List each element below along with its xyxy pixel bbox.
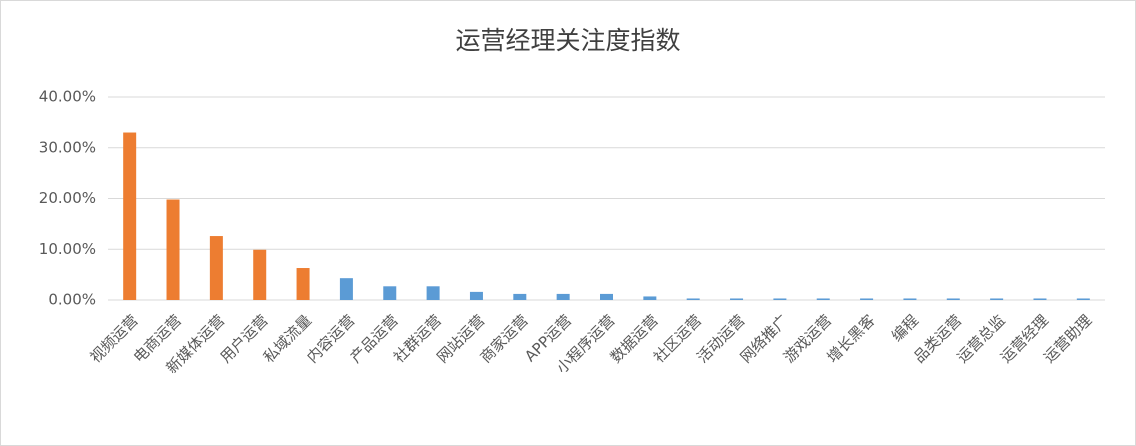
bar xyxy=(426,286,440,300)
bar xyxy=(1033,298,1047,300)
bar xyxy=(296,268,310,300)
bar xyxy=(730,298,744,300)
bar xyxy=(990,298,1004,300)
y-tick-label: 10.00% xyxy=(39,240,96,258)
bar xyxy=(860,298,874,300)
bar xyxy=(903,298,917,300)
bar xyxy=(556,293,570,300)
y-tick-label: 20.00% xyxy=(39,189,96,207)
bar xyxy=(946,298,960,300)
bar xyxy=(469,291,483,300)
y-tick-label: 40.00% xyxy=(39,88,96,106)
bar xyxy=(253,249,267,300)
bar xyxy=(773,298,787,300)
bar xyxy=(686,298,700,300)
bar xyxy=(383,286,397,300)
bar xyxy=(513,293,527,300)
y-tick-label: 30.00% xyxy=(39,138,96,156)
y-tick-label: 0.00% xyxy=(48,291,96,309)
bar xyxy=(816,298,830,300)
chart-title: 运营经理关注度指数 xyxy=(455,26,680,55)
bar xyxy=(166,199,180,300)
bar xyxy=(209,236,223,300)
bar xyxy=(339,278,353,300)
bar xyxy=(1076,298,1090,300)
bar xyxy=(643,296,657,300)
bar xyxy=(123,132,137,300)
bar xyxy=(600,293,613,300)
